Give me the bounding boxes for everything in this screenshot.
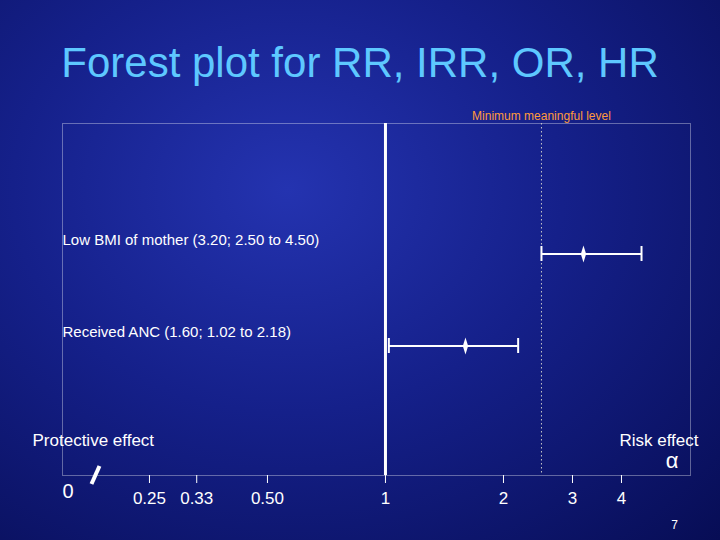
svg-text:1: 1 <box>381 489 390 508</box>
svg-text:Risk effect: Risk effect <box>619 431 698 450</box>
html-text:Forest plot for RR, IRR, OR, H: Forest plot for RR, IRR, OR, HR <box>61 39 659 86</box>
svg-text:Protective effect: Protective effect <box>33 431 155 450</box>
svg-text:Low BMI of mother (3.20; 2.50: Low BMI of mother (3.20; 2.50 to 4.50) <box>63 231 320 248</box>
svg-text:Minimum meaningful level: Minimum meaningful level <box>472 109 611 123</box>
svg-text:α: α <box>666 448 679 473</box>
svg-text:0: 0 <box>63 480 74 502</box>
html-text:7: 7 <box>671 518 678 532</box>
svg-text:2: 2 <box>499 489 508 508</box>
svg-text:4: 4 <box>617 489 626 508</box>
svg-text:0.50: 0.50 <box>251 489 284 508</box>
svg-text:Received ANC (1.60; 1.02 to 2.: Received ANC (1.60; 1.02 to 2.18) <box>63 323 291 340</box>
svg-text:3: 3 <box>568 489 577 508</box>
svg-text:0.33: 0.33 <box>180 489 213 508</box>
svg-text:0.25: 0.25 <box>133 489 166 508</box>
